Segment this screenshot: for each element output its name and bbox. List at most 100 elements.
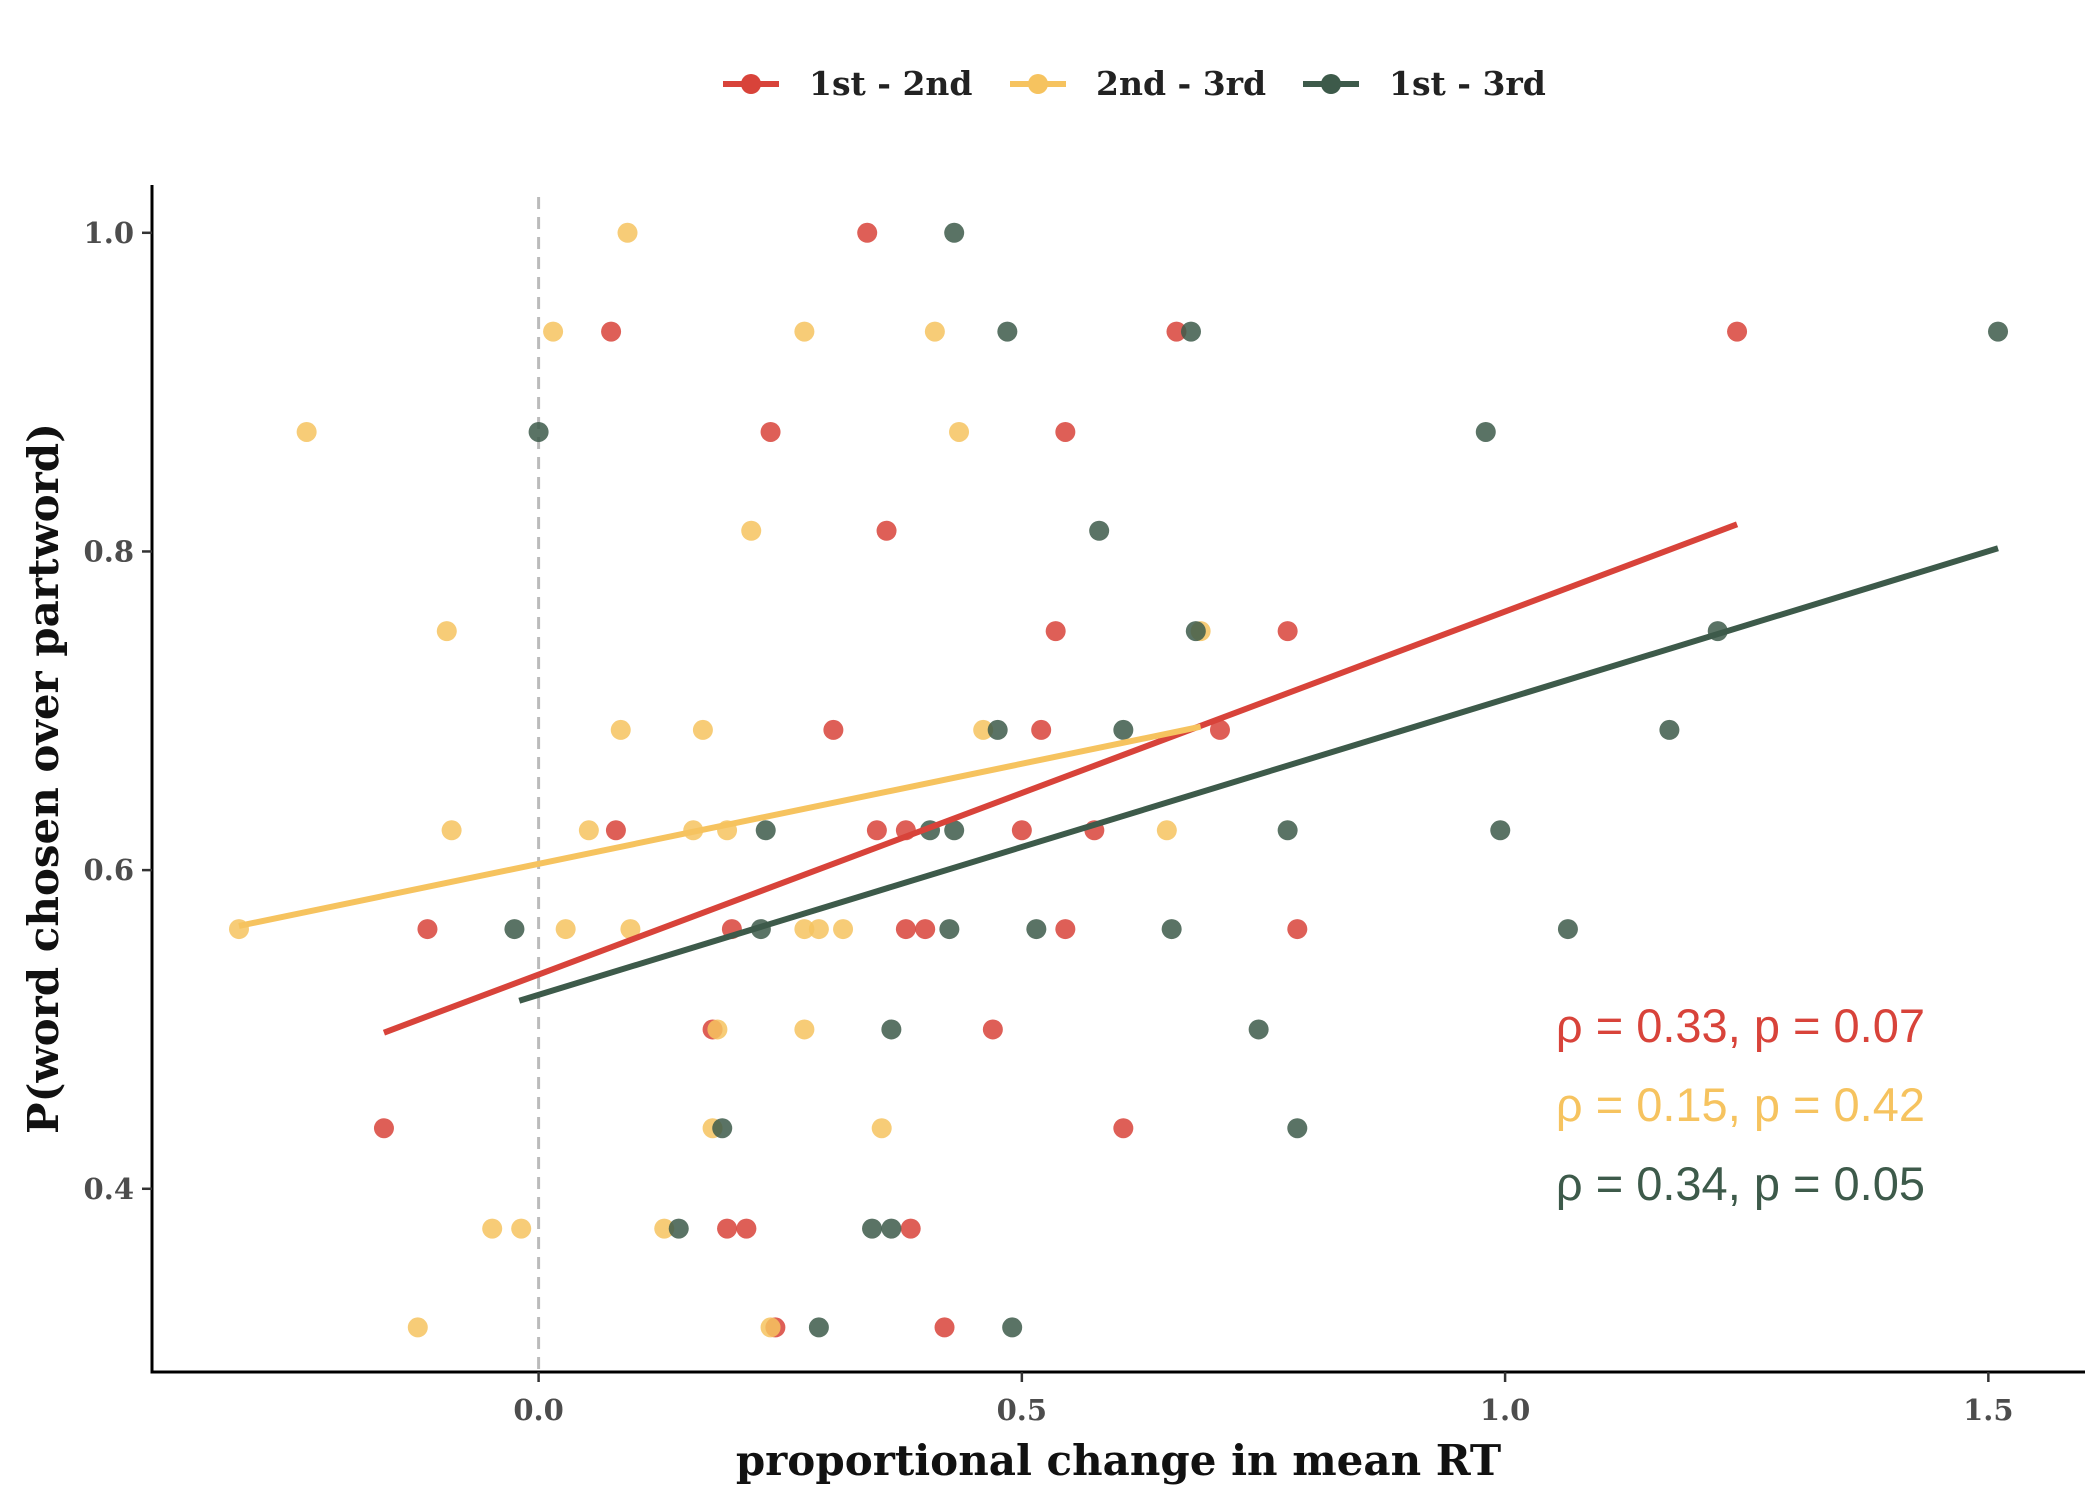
y-tick-label: 1.0 — [84, 216, 134, 250]
data-point — [1180, 321, 1201, 342]
y-tick-label: 0.4 — [84, 1172, 134, 1206]
data-point — [741, 520, 762, 541]
data-point — [1156, 820, 1177, 841]
data-point — [1055, 919, 1076, 940]
data-point — [924, 321, 945, 342]
data-point — [823, 719, 844, 740]
data-point — [1161, 919, 1182, 940]
data-point — [504, 919, 525, 940]
data-point — [876, 520, 897, 541]
data-point — [1659, 719, 1680, 740]
series-points-1 — [373, 222, 1748, 1338]
legend-label: 2nd - 3rd — [1096, 64, 1266, 103]
correlation-annotation: ρ = 0.15, p = 0.42 — [1556, 1078, 1925, 1131]
data-point — [1002, 1317, 1023, 1338]
x-tick-label: 0.0 — [513, 1393, 563, 1427]
data-point — [736, 1218, 757, 1239]
fit-line-3 — [518, 545, 1999, 1004]
data-point — [610, 719, 631, 740]
data-point — [1185, 621, 1206, 642]
data-point — [707, 1019, 728, 1040]
legend: 1st - 2nd 2nd - 3rd 1st - 3rd — [723, 64, 1546, 103]
fit-line-2 — [238, 723, 1202, 929]
data-point — [620, 919, 641, 940]
data-point — [871, 1118, 892, 1139]
data-point — [1287, 919, 1308, 940]
data-point — [668, 1218, 689, 1239]
data-point — [881, 1019, 902, 1040]
data-point — [511, 1218, 532, 1239]
x-tick-label: 1.5 — [1963, 1393, 2013, 1427]
data-point — [441, 820, 462, 841]
data-point — [987, 719, 1008, 740]
data-point — [934, 1317, 955, 1338]
data-point — [915, 919, 936, 940]
y-axis-title: P(word chosen over partword) — [19, 423, 68, 1134]
data-point — [617, 222, 638, 243]
ticks-layer: 0.0 0.5 1.0 1.5 0.4 0.6 0.8 1.0 — [84, 216, 2014, 1427]
data-point — [373, 1118, 394, 1139]
legend-item: 2nd - 3rd — [1010, 64, 1266, 103]
data-point — [1089, 520, 1110, 541]
data-point — [794, 919, 815, 940]
data-point — [1248, 1019, 1269, 1040]
data-point — [407, 1317, 428, 1338]
data-point — [833, 919, 854, 940]
data-point — [1113, 1118, 1134, 1139]
annotations-layer: ρ = 0.33, p = 0.07 ρ = 0.15, p = 0.42 ρ = … — [1556, 999, 1925, 1210]
data-point — [997, 321, 1018, 342]
legend-swatch-dot — [741, 74, 761, 94]
data-point — [808, 1317, 829, 1338]
legend-item: 1st - 2nd — [723, 64, 973, 103]
x-tick-label: 0.5 — [997, 1393, 1047, 1427]
data-point — [760, 421, 781, 442]
y-tick-label: 0.6 — [84, 853, 134, 887]
data-point — [1287, 1118, 1308, 1139]
fit-line-1 — [382, 521, 1739, 1036]
data-point — [1045, 621, 1066, 642]
legend-item: 1st - 3rd — [1303, 64, 1546, 103]
data-point — [543, 321, 564, 342]
x-axis-title: proportional change in mean RT — [736, 1436, 1501, 1485]
data-point — [296, 421, 317, 442]
data-point — [808, 919, 829, 940]
data-point — [857, 222, 878, 243]
data-point — [1011, 820, 1032, 841]
y-tick-label: 0.8 — [84, 534, 134, 568]
data-point — [712, 1118, 733, 1139]
data-point — [482, 1218, 503, 1239]
data-point — [755, 820, 776, 841]
data-point — [1475, 421, 1496, 442]
data-point — [794, 1019, 815, 1040]
legend-label: 1st - 2nd — [809, 64, 973, 103]
data-point — [601, 321, 622, 342]
data-point — [1277, 621, 1298, 642]
data-point — [555, 919, 576, 940]
data-point — [794, 321, 815, 342]
data-point — [1988, 321, 2009, 342]
data-point — [1557, 919, 1578, 940]
legend-label: 1st - 3rd — [1389, 64, 1546, 103]
data-point — [760, 1317, 781, 1338]
data-point — [1277, 820, 1298, 841]
data-point — [982, 1019, 1003, 1040]
data-point — [1055, 421, 1076, 442]
data-point — [866, 820, 887, 841]
axes-layer — [150, 185, 2085, 1374]
data-point — [973, 719, 994, 740]
data-point — [1490, 820, 1511, 841]
data-point — [605, 820, 626, 841]
correlation-annotation: ρ = 0.33, p = 0.07 — [1556, 999, 1925, 1052]
data-point — [1113, 719, 1134, 740]
data-point — [578, 820, 599, 841]
data-point — [1727, 321, 1748, 342]
correlation-annotation: ρ = 0.34, p = 0.05 — [1556, 1157, 1925, 1210]
data-point — [1031, 719, 1052, 740]
data-point — [895, 919, 916, 940]
data-point — [862, 1218, 883, 1239]
data-point — [900, 1218, 921, 1239]
data-point — [881, 1218, 902, 1239]
legend-swatch-dot — [1028, 74, 1048, 94]
